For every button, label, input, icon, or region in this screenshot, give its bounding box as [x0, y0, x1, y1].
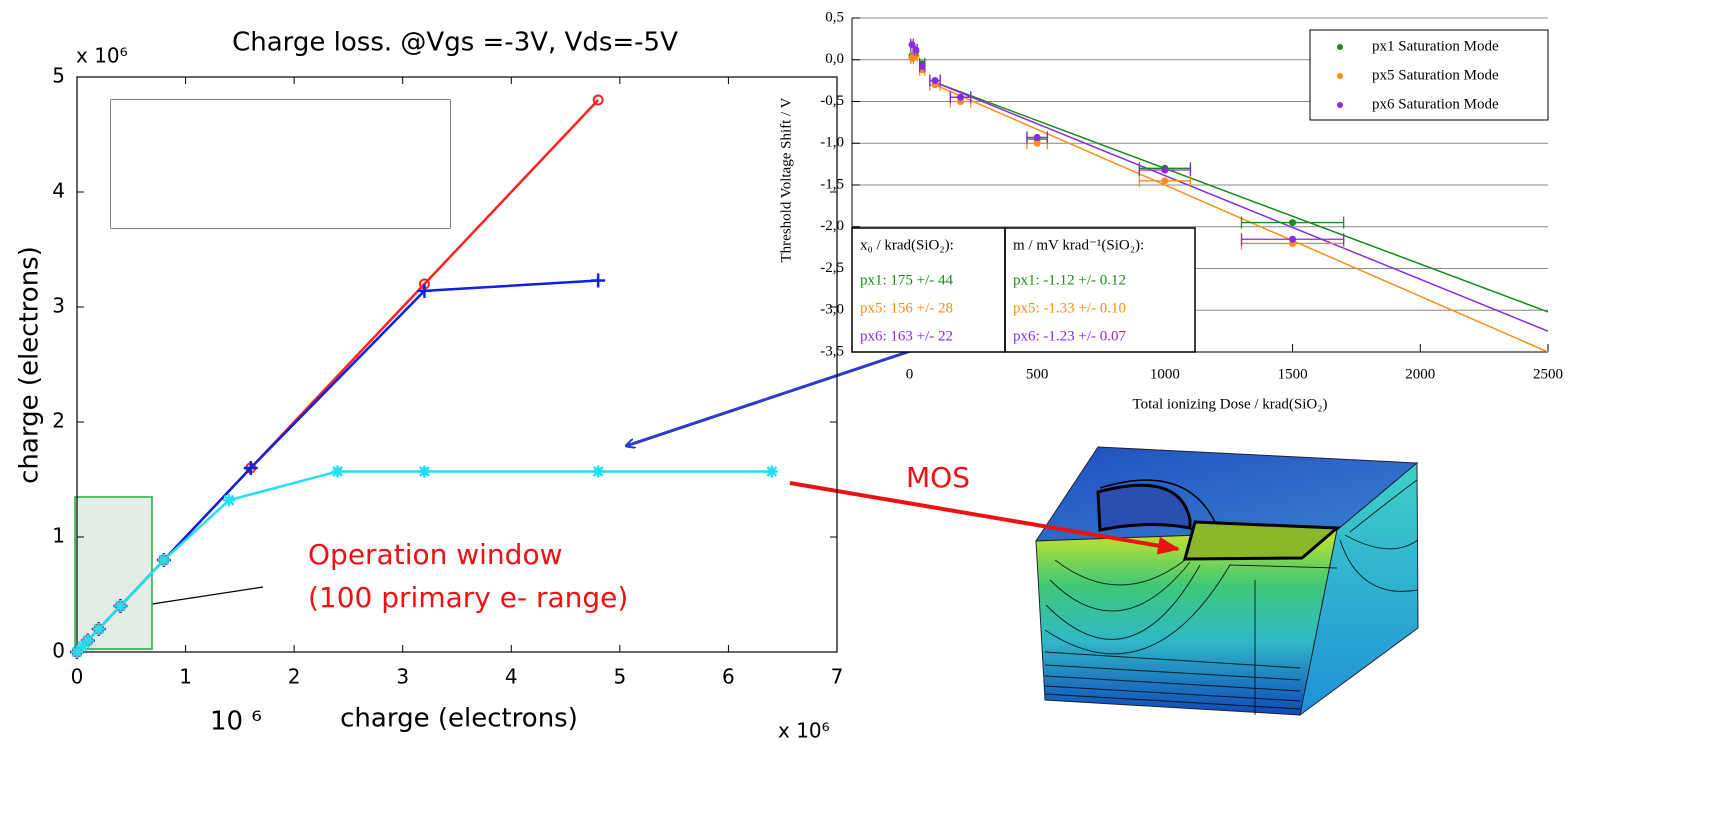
- point: [912, 46, 920, 54]
- x-tick-label: 7: [831, 665, 844, 689]
- point: [331, 465, 344, 478]
- legend-marker: [1337, 102, 1343, 108]
- annotation: Operation window: [308, 538, 562, 571]
- x-tick-label: 2500: [1533, 366, 1563, 382]
- fit-line: [934, 81, 1548, 313]
- point: [957, 93, 965, 101]
- y-tick-label: -2,0: [820, 218, 844, 234]
- x-scale-label: x 10⁶: [778, 719, 830, 743]
- y-tick-label: -2,5: [820, 260, 844, 276]
- fit-table-header: x₀ / krad(SiO₂):: [860, 237, 954, 253]
- point: [765, 465, 778, 478]
- chart-title: Charge loss. @Vgs =-3V, Vds=-5V: [232, 28, 678, 58]
- connector-arrow: [789, 481, 1180, 555]
- chart-charge-loss: 01234567012345expectedunirradiatedirradi…: [15, 28, 844, 743]
- mos-device-illustration: [1035, 446, 1419, 717]
- point: [908, 41, 916, 49]
- point: [418, 465, 431, 478]
- point: [1161, 166, 1169, 174]
- legend-marker: [1337, 73, 1343, 79]
- point: [114, 600, 127, 612]
- x-tick-label: 2000: [1405, 366, 1435, 382]
- plot-frame: [76, 76, 838, 653]
- y-tick-label: 0: [52, 639, 65, 663]
- point: [931, 77, 939, 85]
- x-tick-label: 6: [722, 665, 735, 689]
- y-scale-label: x 10⁶: [76, 44, 128, 68]
- y-tick-label: 2: [52, 409, 65, 433]
- operation-window: [74, 496, 153, 650]
- point: [71, 646, 83, 658]
- x-tick-label: 5: [613, 665, 626, 689]
- y-axis-label: Threshold Voltage Shift / V: [778, 97, 794, 262]
- x-tick-label: 500: [1026, 366, 1049, 382]
- fit-table-cell-text: px6: -1.23 +/- 0.07: [1013, 328, 1127, 344]
- annotation: 10 ⁶: [210, 707, 262, 737]
- chart-threshold-shift: -3,5 -3,0 -2,5 -2,0 -1,5 -1,0 -0,5 0,0 0,5 0 500 10…: [778, 9, 1563, 412]
- legend-label: px6 Saturation Mode: [1372, 96, 1499, 112]
- x-tick-label: 3: [396, 665, 409, 689]
- point: [592, 465, 605, 478]
- y-tick-label: 5: [52, 64, 65, 88]
- fit-table-cell: [1004, 227, 1196, 353]
- fit-table-cell-text: px5: -1.33 +/- 0.10: [1013, 300, 1126, 316]
- y-tick-label: -1,5: [820, 176, 844, 192]
- point: [1033, 139, 1041, 147]
- x-tick-label: 2: [288, 665, 301, 689]
- point: [1289, 235, 1297, 243]
- y-tick-label: -0,5: [820, 93, 844, 109]
- point: [592, 94, 604, 106]
- x-tick-label: 1000: [1150, 366, 1180, 382]
- x-tick-label: 0: [71, 665, 84, 689]
- y-tick-label: -3,5: [820, 343, 844, 359]
- fit-table-box: [851, 227, 1196, 353]
- point: [157, 554, 170, 566]
- legend-marker: [1337, 44, 1343, 50]
- point: [918, 62, 926, 70]
- x-tick-label: 1500: [1278, 366, 1308, 382]
- fit-table-cell-text: px1: -1.12 +/- 0.12: [1013, 272, 1126, 288]
- y-tick-label: 0,5: [825, 9, 844, 25]
- point: [81, 634, 94, 647]
- x-axis-label: charge (electrons): [340, 704, 578, 734]
- annotation: MOS: [906, 461, 970, 494]
- y-tick-label: 4: [52, 179, 65, 203]
- fit-line: [934, 81, 1548, 332]
- point: [243, 461, 258, 475]
- point: [1289, 219, 1297, 227]
- point: [417, 283, 432, 298]
- fit-table-cell-text: px6: 163 +/- 22: [860, 328, 953, 344]
- point: [76, 640, 89, 653]
- legend-box: [1309, 29, 1549, 121]
- annotation: (100 primary e- range): [308, 581, 628, 614]
- point: [223, 494, 235, 507]
- point: [92, 623, 105, 635]
- y-tick-label: -3,0: [820, 302, 844, 318]
- legend-label: px5 Saturation Mode: [1372, 67, 1499, 83]
- y-tick-label: 1: [52, 524, 65, 548]
- fit-table-cell-text: px5: 156 +/- 28: [860, 300, 953, 316]
- point: [591, 273, 606, 288]
- y-axis-label: charge (electrons): [15, 246, 45, 484]
- fit-table-cell-text: px1: 175 +/- 44: [860, 272, 954, 288]
- pointer-arrow: [139, 586, 264, 606]
- fit-table-header: m / mV krad⁻¹(SiO₂):: [1013, 237, 1144, 253]
- x-tick-label: 4: [505, 665, 518, 689]
- legend-bg: [111, 100, 450, 228]
- y-tick-label: 3: [52, 294, 65, 318]
- point: [1161, 177, 1169, 185]
- x-tick-label: 1: [179, 665, 192, 689]
- y-tick-label: -1,0: [820, 135, 844, 151]
- x-axis-label: Total ionizing Dose / krad(SiO₂): [1133, 396, 1328, 412]
- x-tick-label: 0: [906, 366, 914, 382]
- legend-label: px1 Saturation Mode: [1372, 38, 1499, 54]
- point: [1033, 133, 1041, 141]
- y-tick-label: 0,0: [825, 51, 844, 67]
